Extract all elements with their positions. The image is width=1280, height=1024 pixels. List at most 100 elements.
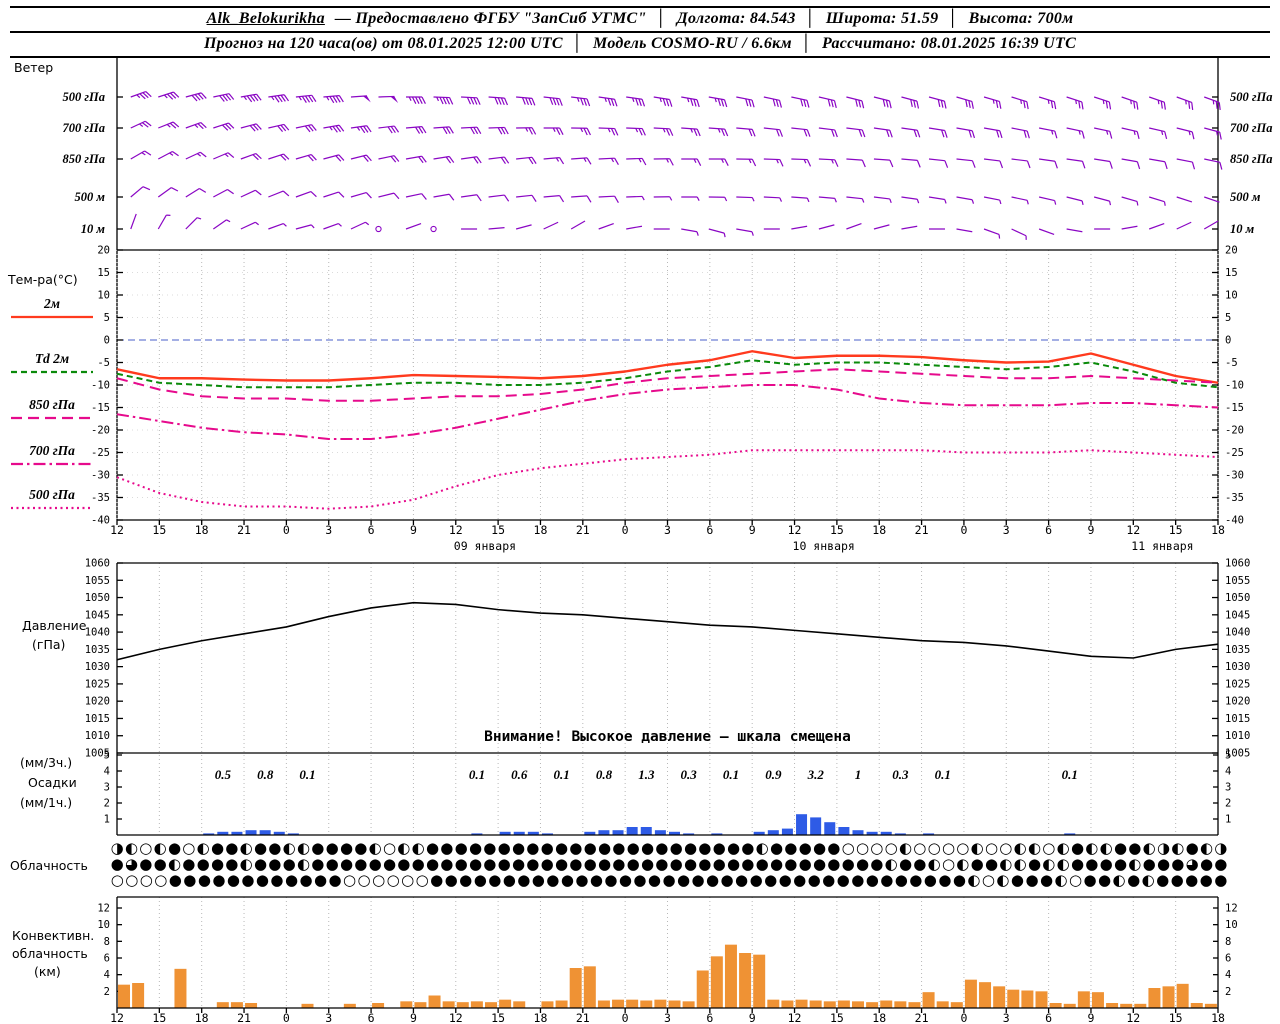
pressure-ytick-label: 1050 (1225, 592, 1250, 604)
convective-bar (230, 1002, 243, 1008)
wind-barb (1157, 100, 1160, 105)
precip-ytick-label: 3 (1225, 782, 1231, 794)
wind-barb (1148, 96, 1165, 103)
precip-bar (612, 830, 624, 835)
precip-bar (273, 831, 285, 835)
date-label: 11 января (1131, 539, 1193, 553)
convective-bar (908, 1002, 921, 1008)
cloud-symbol: ● (311, 855, 324, 873)
wind-barb (1219, 132, 1222, 140)
cloud-symbol: ● (827, 855, 840, 873)
wind-barb (983, 158, 1000, 162)
cloud-symbol: ● (713, 839, 726, 857)
wind-barb (555, 127, 561, 135)
cloud-symbol: ● (880, 871, 893, 889)
wind-barb (708, 228, 725, 234)
cloud-symbol: ● (285, 871, 298, 889)
cloud-symbol: ◐ (1085, 839, 1098, 857)
cloud-symbol: ● (670, 839, 683, 857)
wind-barb (280, 94, 286, 102)
wind-barb (525, 97, 530, 106)
cloud-symbol: ◐ (1171, 839, 1184, 857)
wind-barb (298, 96, 302, 101)
wind-barb (497, 127, 503, 135)
temp-ytick-label: -20 (91, 425, 110, 437)
wind-barb (559, 157, 565, 165)
cloud-symbol: ◐ (1014, 855, 1027, 873)
precip-bar (654, 830, 666, 835)
convective-ytick-label: 2 (104, 986, 110, 998)
x-tick-label: 15 (152, 523, 166, 537)
wind-barb (1149, 196, 1165, 203)
cloud-symbol: ● (909, 871, 922, 889)
wind-barb (170, 187, 179, 192)
cloud-symbol: ● (569, 839, 582, 857)
wind-barb (503, 194, 510, 202)
wind-barb (200, 92, 207, 99)
wind-barb (983, 127, 1000, 132)
wind-barb (803, 99, 807, 108)
cloud-symbol: ○ (416, 871, 429, 889)
wind-barb (411, 96, 417, 104)
x-tick-label: 18 (534, 1011, 548, 1024)
wind-barb (531, 98, 536, 106)
wind-barb (552, 127, 556, 132)
cloud-symbol: ● (1025, 871, 1038, 889)
wind-barb (442, 127, 448, 135)
pressure-unit-label: (гПа) (32, 637, 66, 652)
cloud-symbol: ◐ (283, 839, 296, 857)
x-tick-label: 9 (749, 1011, 756, 1024)
cloud-symbol: ◐ (1057, 839, 1070, 857)
wind-barb (356, 126, 361, 131)
wind-barb (378, 192, 395, 198)
precip-bar (683, 833, 695, 835)
wind-barb (528, 97, 533, 106)
wind-barb (834, 198, 837, 203)
wind-barb (1054, 161, 1058, 169)
wind-barb (772, 98, 776, 107)
wind-barb (213, 188, 228, 198)
wind-barb (552, 97, 557, 106)
wind-barb (166, 123, 171, 128)
cloud-symbol: ● (1084, 871, 1097, 889)
convective-ytick-label: 4 (104, 969, 110, 981)
wind-barb (858, 129, 863, 137)
cloud-symbol: ● (498, 855, 511, 873)
x-tick-label: 12 (449, 1011, 463, 1024)
wind-barb (1185, 100, 1187, 105)
wind-barb (583, 157, 587, 162)
precip-bar (894, 833, 906, 835)
cloud-symbol: ● (866, 871, 879, 889)
wind-barb (806, 129, 811, 137)
wind-barb (1130, 100, 1132, 105)
cloud-symbol: ● (329, 871, 342, 889)
cloud-symbol: ● (340, 855, 353, 873)
precip-3h-label: 0.1 (935, 767, 951, 782)
convective-ytick-label: 6 (104, 953, 110, 965)
wind-barb (626, 195, 643, 198)
wind-barb (445, 97, 451, 105)
cloud-symbol: ● (241, 871, 254, 889)
wind-barb (937, 99, 941, 107)
wind-barb (613, 99, 618, 107)
wind-barb (901, 196, 918, 200)
wind-barb (1075, 99, 1077, 105)
pressure-ytick-label: 1035 (1225, 644, 1250, 656)
temp-ytick-label: -25 (91, 447, 110, 459)
convective-bar (400, 1001, 413, 1008)
cloud-symbol: ○ (985, 839, 998, 857)
wind-barb (277, 125, 284, 132)
cloud-symbol: ◑ (111, 839, 124, 857)
wind-barb (476, 156, 482, 164)
cloud-symbol: ● (354, 839, 367, 857)
precip-3h-label: 0.1 (1062, 767, 1078, 782)
wind-barb (763, 158, 780, 161)
precip-bar (287, 833, 299, 835)
wind-barb (363, 125, 369, 133)
wind-barb (136, 94, 141, 99)
pressure-ytick-label: 1030 (85, 661, 110, 673)
wind-barb (913, 100, 916, 108)
convective-bar (1204, 1003, 1217, 1008)
wind-barb (901, 158, 918, 161)
wind-barb (323, 191, 339, 198)
